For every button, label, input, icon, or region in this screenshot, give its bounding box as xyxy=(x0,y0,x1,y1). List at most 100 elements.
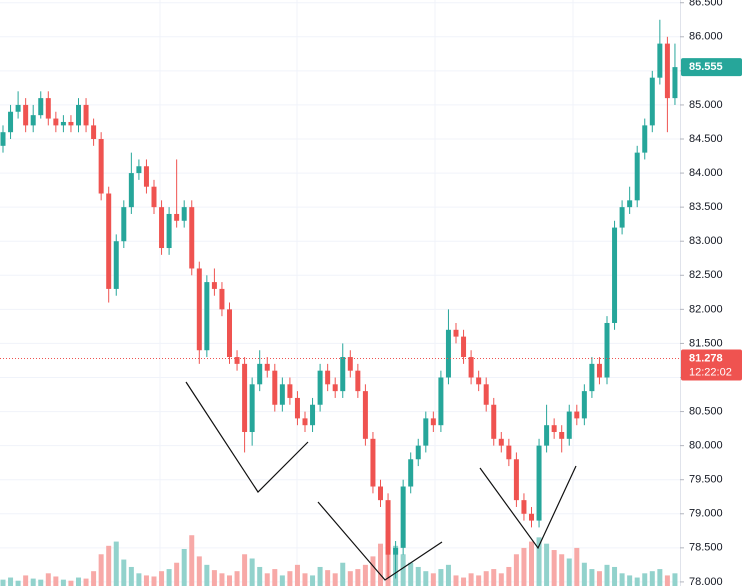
candle-body xyxy=(128,173,134,208)
volume-bar xyxy=(445,564,451,586)
volume-bar xyxy=(438,569,444,586)
candle-body xyxy=(415,445,421,460)
volume-bar xyxy=(596,571,602,586)
candle-body xyxy=(634,152,640,201)
candle-body xyxy=(113,241,119,289)
volume-bar xyxy=(529,541,534,586)
candle-body xyxy=(581,391,587,419)
volume-bar xyxy=(325,570,331,586)
volume-bar xyxy=(310,575,316,586)
volume-bar xyxy=(513,554,519,586)
y-tick-label: 83.500 xyxy=(689,201,723,213)
volume-bar xyxy=(189,535,195,586)
candle-body xyxy=(325,370,331,385)
volume-bar xyxy=(672,573,678,586)
volume-bar xyxy=(264,573,270,586)
drawn-line xyxy=(479,465,577,550)
candle-body xyxy=(189,207,195,269)
candle-body xyxy=(544,425,550,446)
volume-bar xyxy=(415,566,421,586)
volume-bar xyxy=(159,571,165,586)
candle-body xyxy=(166,213,172,249)
volume-bar xyxy=(91,571,97,586)
vertical-grid xyxy=(159,0,574,586)
volume-bar xyxy=(642,573,648,586)
volume-bar xyxy=(128,566,134,586)
volume-bar xyxy=(242,554,248,586)
candle-body xyxy=(302,418,308,426)
volume-bar xyxy=(612,566,618,586)
candle-body xyxy=(551,425,557,433)
y-tick-label: 78.500 xyxy=(689,542,723,554)
current-price-box xyxy=(681,58,742,77)
volume-bar xyxy=(0,579,6,586)
y-tick-label: 82.000 xyxy=(689,303,723,315)
volume-bar xyxy=(106,545,112,586)
candle-body xyxy=(317,370,323,405)
volume-bar xyxy=(136,573,142,586)
candle-body xyxy=(294,397,300,419)
volume-bar xyxy=(370,556,376,586)
candle-body xyxy=(272,370,278,405)
candle-body xyxy=(445,329,451,378)
volume-bar xyxy=(68,580,74,586)
volume-bar xyxy=(589,569,595,586)
candle-body xyxy=(461,336,467,358)
candle-body xyxy=(347,357,353,371)
candle-body xyxy=(627,200,633,208)
y-tick-label: 82.500 xyxy=(689,269,723,281)
volume-bar xyxy=(302,573,308,586)
volume-bar xyxy=(476,575,482,586)
volume-bar xyxy=(227,575,232,586)
candle-body xyxy=(536,445,542,521)
volume-bar xyxy=(38,579,44,586)
volume-bar xyxy=(113,541,119,586)
time-label: 12:22:02 xyxy=(689,366,732,378)
price-axis xyxy=(681,0,742,586)
volume-bar xyxy=(453,575,459,586)
candle-body xyxy=(370,438,376,487)
candle-body xyxy=(498,438,504,446)
volume-bar xyxy=(30,578,36,586)
volume-bar xyxy=(498,573,504,586)
candle-body xyxy=(340,357,346,392)
candle-body xyxy=(242,363,248,433)
candle-body xyxy=(60,121,66,126)
candle-body xyxy=(159,207,165,249)
candle-body xyxy=(559,432,565,439)
volume-bar xyxy=(649,571,655,586)
candle-body xyxy=(468,357,474,378)
volume-bar xyxy=(174,562,180,586)
volume-bar xyxy=(60,579,66,586)
volume-bar xyxy=(574,547,580,586)
volume-bar xyxy=(8,577,14,586)
volume-bar xyxy=(279,575,285,586)
volume-bar xyxy=(121,559,127,586)
volume-bar xyxy=(483,571,489,586)
candle-body xyxy=(332,384,338,392)
volume-bar xyxy=(151,576,157,586)
volume-bar xyxy=(604,564,610,586)
volume-bar xyxy=(53,576,59,586)
candle-body xyxy=(227,309,232,358)
drawings xyxy=(185,381,577,581)
candle-body xyxy=(76,104,81,126)
volume-bar xyxy=(491,569,497,586)
candle-body xyxy=(491,404,497,439)
y-tick-label: 79.500 xyxy=(689,474,723,486)
candle-body xyxy=(612,227,618,323)
volume-bar xyxy=(506,566,512,586)
candle-body xyxy=(393,547,399,555)
candle-body xyxy=(513,459,519,501)
y-tick-label: 83.000 xyxy=(689,235,723,247)
drawn-line xyxy=(317,501,443,581)
price-label-box xyxy=(681,349,742,381)
candle-body xyxy=(506,445,512,460)
volume-bar xyxy=(76,577,81,586)
candle-body xyxy=(649,77,655,126)
candle-body xyxy=(181,207,187,221)
candle-body xyxy=(362,391,368,439)
candle-body xyxy=(378,486,383,501)
volume-bar xyxy=(521,547,527,586)
